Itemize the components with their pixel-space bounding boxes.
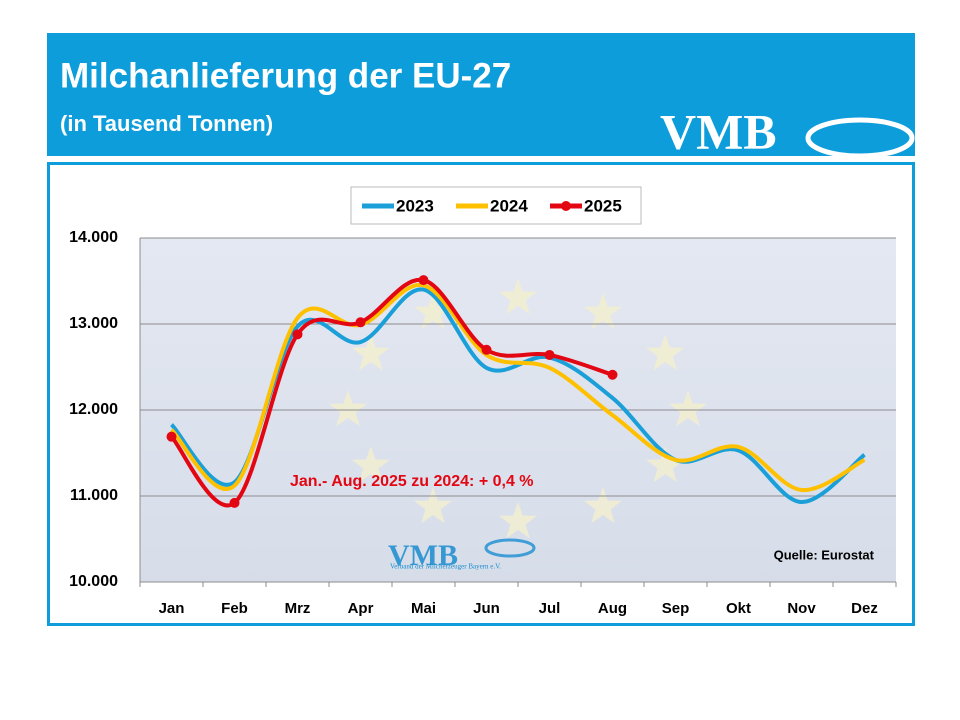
source: Quelle: Eurostat: [774, 547, 875, 562]
legend-label: 2023: [396, 196, 434, 215]
marker: [229, 497, 240, 508]
legend-label: 2024: [490, 196, 528, 215]
x-tick-label: Mai: [411, 600, 436, 617]
y-tick-label: 11.000: [70, 487, 118, 504]
legend-box: [350, 186, 642, 225]
eu-star: [329, 390, 367, 427]
marker: [355, 317, 366, 328]
y-tick-label: 14.000: [69, 229, 118, 246]
header-bar: [47, 33, 915, 156]
eu-star: [414, 293, 452, 330]
y-tick-label: 13.000: [69, 315, 118, 332]
y-tick-label: 10.000: [69, 573, 118, 590]
legend-label: 2025: [584, 196, 622, 215]
eu-star: [584, 293, 622, 330]
eu-star: [414, 487, 452, 524]
x-tick-label: Nov: [787, 600, 816, 617]
eu-star: [584, 487, 622, 524]
x-tick-label: Feb: [221, 600, 248, 617]
legend-marker: [561, 201, 571, 211]
y-tick-label: 12.000: [69, 401, 118, 418]
eu-star: [646, 334, 685, 371]
x-tick-label: Jun: [473, 600, 500, 617]
eu-star: [669, 390, 707, 427]
x-tick-label: Jan: [159, 600, 185, 617]
eu-star: [351, 446, 390, 483]
marker: [292, 329, 303, 340]
eu-star: [499, 502, 537, 539]
x-tick-label: Mrz: [285, 600, 311, 617]
x-tick-label: Jul: [539, 600, 561, 617]
watermark-swoosh: [484, 538, 536, 558]
x-tick-label: Sep: [662, 600, 690, 617]
marker: [166, 431, 177, 442]
x-tick-label: Aug: [598, 600, 627, 617]
logo: VMB: [660, 103, 777, 159]
marker: [607, 369, 618, 380]
watermark-logo: VMB: [388, 539, 458, 572]
x-tick-label: Dez: [851, 600, 878, 617]
series-line: [170, 283, 866, 492]
eu-star: [351, 334, 390, 371]
eu-star: [499, 278, 537, 315]
watermark-text: Verband der Milcherzeuger Bayern e.V.: [390, 563, 501, 571]
annotation: Jan.- Aug. 2025 zu 2024: + 0,4 %: [290, 473, 534, 490]
marker: [418, 275, 429, 286]
x-tick-label: Okt: [726, 600, 751, 617]
eu-star: [646, 446, 685, 483]
marker: [544, 349, 555, 360]
subtitle: (in Tausend Tonnen): [60, 111, 273, 136]
eu-stars: [329, 278, 707, 539]
title: Milchanlieferung der EU-27: [60, 56, 511, 95]
x-tick-label: Apr: [348, 600, 374, 617]
marker: [481, 344, 492, 355]
logo-swoosh: [805, 117, 915, 159]
